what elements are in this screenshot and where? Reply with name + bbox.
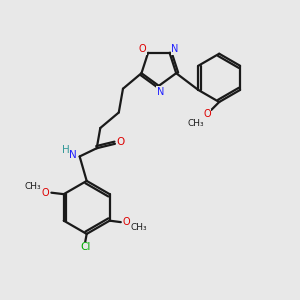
Text: Cl: Cl — [80, 242, 90, 252]
Text: N: N — [69, 150, 77, 160]
Text: CH₃: CH₃ — [187, 119, 204, 128]
Text: O: O — [139, 44, 147, 54]
Text: N: N — [171, 44, 178, 54]
Text: O: O — [117, 137, 125, 147]
Text: CH₃: CH₃ — [131, 223, 147, 232]
Text: O: O — [203, 110, 211, 119]
Text: O: O — [123, 217, 130, 227]
Text: N: N — [157, 87, 164, 97]
Text: H: H — [62, 145, 70, 155]
Text: O: O — [42, 188, 49, 198]
Text: CH₃: CH₃ — [25, 182, 41, 191]
